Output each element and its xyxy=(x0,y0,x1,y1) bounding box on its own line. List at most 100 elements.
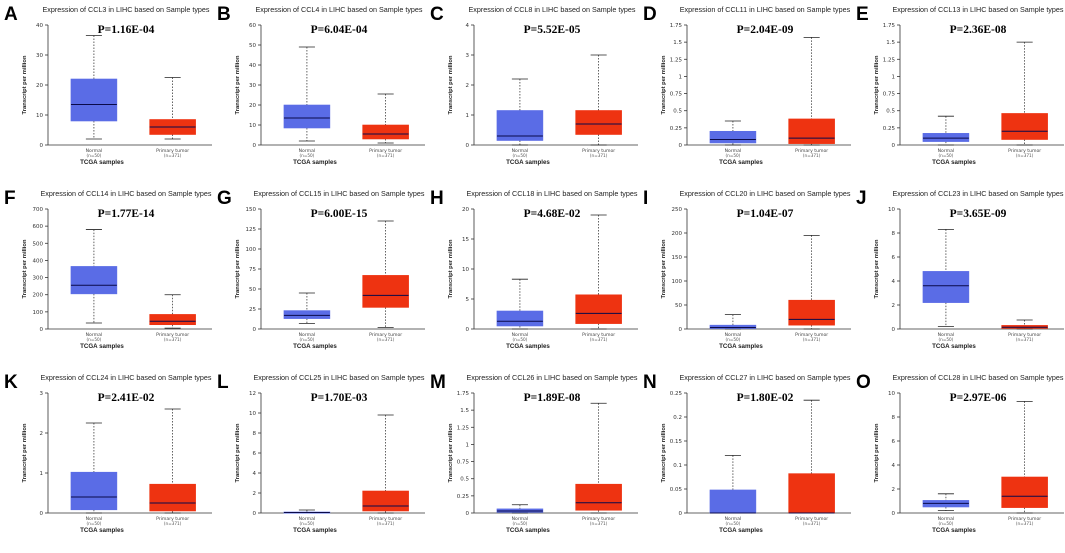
iqr-box xyxy=(70,471,118,511)
panel-letter: G xyxy=(217,188,232,209)
y-tick-label: 15 xyxy=(462,237,469,243)
y-tick-label: 4 xyxy=(466,23,470,29)
tumor-box xyxy=(788,399,835,514)
iqr-box xyxy=(362,275,409,308)
y-tick-label: 125 xyxy=(246,227,257,233)
panel-e: E Expression of CCL13 in LIHC based on Sa… xyxy=(856,4,1064,166)
x-axis-label: TCGA samples xyxy=(932,159,976,166)
x-category-label: Primary tumor xyxy=(1008,332,1041,338)
normal-box xyxy=(70,422,118,514)
iqr-box xyxy=(575,483,622,511)
y-tick-label: 0 xyxy=(466,143,470,149)
iqr-box xyxy=(1001,476,1048,508)
normal-box xyxy=(283,292,331,324)
panel-m: M Expression of CCL26 in LIHC based on Sa… xyxy=(430,372,638,534)
y-tick-label: 5 xyxy=(466,297,470,303)
x-category-n: (n=371) xyxy=(590,521,608,526)
y-tick-label: 1 xyxy=(679,74,683,80)
x-category-label: Primary tumor xyxy=(156,516,189,522)
x-category-n: (n=371) xyxy=(1016,521,1034,526)
tumor-box xyxy=(575,54,622,146)
iqr-box xyxy=(922,133,970,142)
panel-title: Expression of CCL23 in LIHC based on Sam… xyxy=(893,189,1064,198)
x-category-label: Normal xyxy=(299,516,316,522)
x-category-n: (n=371) xyxy=(164,337,182,342)
x-category-n: (n=50) xyxy=(726,521,741,526)
panel-title: Expression of CCL25 in LIHC based on Sam… xyxy=(254,373,425,382)
y-axis-label: Transcript per million xyxy=(235,239,241,298)
y-tick-label: 1.75 xyxy=(883,23,896,29)
iqr-box xyxy=(709,489,757,514)
x-category-label: Primary tumor xyxy=(582,516,615,522)
normal-box xyxy=(922,228,970,328)
x-category-label: Normal xyxy=(725,516,742,522)
x-axis-label: TCGA samples xyxy=(293,159,337,166)
x-category-label: Normal xyxy=(725,148,742,154)
y-tick-label: 1 xyxy=(40,471,44,477)
y-tick-label: 1.25 xyxy=(457,425,470,431)
normal-box xyxy=(922,115,970,146)
x-category-n: (n=371) xyxy=(377,521,395,526)
y-tick-label: 150 xyxy=(672,255,683,261)
x-category-label: Normal xyxy=(512,148,529,154)
x-category-label: Normal xyxy=(512,516,529,522)
y-tick-label: 0.75 xyxy=(670,92,683,98)
x-axis-label: TCGA samples xyxy=(80,343,124,350)
x-category-label: Normal xyxy=(512,332,529,338)
y-tick-label: 3 xyxy=(466,53,470,59)
p-value-label: P=2.41E-02 xyxy=(98,392,155,404)
x-category-n: (n=50) xyxy=(300,153,315,158)
x-category-label: Normal xyxy=(938,148,955,154)
panel-letter: D xyxy=(643,4,657,25)
y-tick-label: 0 xyxy=(892,143,896,149)
x-category-n: (n=371) xyxy=(590,337,608,342)
x-axis-label: TCGA samples xyxy=(293,527,337,534)
normal-box xyxy=(709,314,757,330)
y-tick-label: 300 xyxy=(33,276,44,282)
y-axis-label: Transcript per million xyxy=(448,423,454,482)
x-category-label: Normal xyxy=(299,148,316,154)
y-tick-label: 6 xyxy=(253,451,257,457)
x-category-label: Normal xyxy=(725,332,742,338)
y-tick-label: 0.05 xyxy=(670,487,683,493)
y-tick-label: 30 xyxy=(249,83,256,89)
x-category-n: (n=371) xyxy=(803,521,821,526)
x-category-n: (n=371) xyxy=(803,337,821,342)
panel-o: O Expression of CCL28 in LIHC based on Sa… xyxy=(856,372,1064,534)
y-tick-label: 200 xyxy=(672,231,683,237)
y-tick-label: 8 xyxy=(892,415,896,421)
panel-j: J Expression of CCL23 in LIHC based on Sa… xyxy=(856,188,1064,350)
tumor-box xyxy=(149,77,196,140)
y-axis-label: Transcript per million xyxy=(874,55,880,114)
x-category-n: (n=371) xyxy=(1016,153,1034,158)
x-axis-label: TCGA samples xyxy=(506,343,550,350)
p-value-label: P=2.36E-08 xyxy=(950,24,1007,36)
y-axis-label: Transcript per million xyxy=(661,55,667,114)
iqr-box xyxy=(362,490,409,512)
p-value-label: P=6.00E-15 xyxy=(311,208,368,220)
y-tick-label: 100 xyxy=(246,247,257,253)
panel-title: Expression of CCL18 in LIHC based on Sam… xyxy=(467,189,638,198)
x-category-n: (n=50) xyxy=(300,521,315,526)
p-value-label: P=6.04E-04 xyxy=(311,24,368,36)
y-tick-label: 10 xyxy=(249,123,256,129)
panel-g: G Expression of CCL15 in LIHC based on Sa… xyxy=(217,188,425,350)
x-category-n: (n=50) xyxy=(939,521,954,526)
x-category-n: (n=50) xyxy=(513,337,528,342)
panel-letter: E xyxy=(856,4,869,25)
y-axis-label: Transcript per million xyxy=(235,55,241,114)
panel-i: I Expression of CCL20 in LIHC based on Sa… xyxy=(643,188,851,350)
x-category-label: Primary tumor xyxy=(582,332,615,338)
panel-letter: H xyxy=(430,188,444,209)
y-tick-label: 0 xyxy=(679,511,683,517)
y-tick-label: 400 xyxy=(33,258,44,264)
tumor-box xyxy=(1001,41,1048,146)
y-axis-label: Transcript per million xyxy=(235,423,241,482)
x-category-n: (n=371) xyxy=(377,153,395,158)
y-tick-label: 1 xyxy=(892,74,896,80)
y-tick-label: 1.25 xyxy=(883,57,896,63)
x-category-label: Normal xyxy=(86,332,103,338)
y-tick-label: 0 xyxy=(892,511,896,517)
iqr-box xyxy=(788,299,835,326)
